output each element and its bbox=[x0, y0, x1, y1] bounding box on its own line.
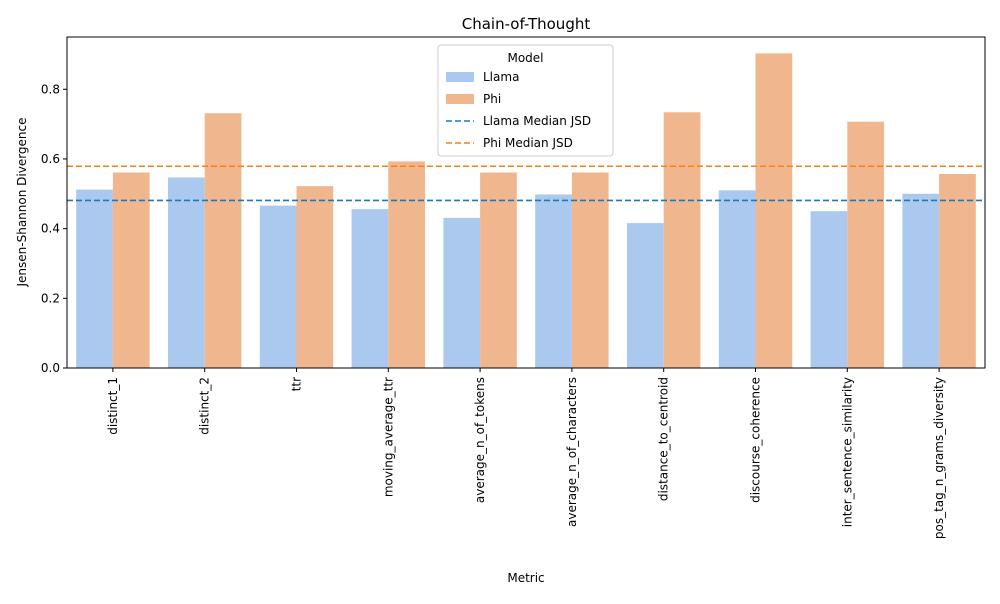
legend-swatch-phi bbox=[446, 94, 474, 104]
legend-swatch-llama bbox=[446, 72, 474, 82]
bar-llama-distinct_2 bbox=[167, 177, 205, 368]
x-tick-label-ttr: ttr bbox=[290, 377, 304, 391]
y-tick-label: 0.6 bbox=[41, 152, 60, 166]
legend-label-median-phi: Phi Median JSD bbox=[483, 136, 573, 150]
x-axis-label: Metric bbox=[507, 571, 544, 585]
bar-llama-moving_average_ttr bbox=[351, 209, 389, 368]
bar-phi-inter_sentence_similarity bbox=[847, 121, 885, 368]
bar-phi-discourse_coherence bbox=[755, 53, 793, 368]
x-tick-label-moving_average_ttr: moving_average_ttr bbox=[381, 377, 395, 497]
bar-llama-distinct_1 bbox=[76, 189, 113, 368]
bar-llama-discourse_coherence bbox=[718, 190, 756, 368]
y-tick-label: 0.0 bbox=[41, 361, 60, 375]
bar-llama-inter_sentence_similarity bbox=[810, 211, 848, 368]
bar-phi-distinct_1 bbox=[112, 172, 150, 368]
bar-phi-distinct_2 bbox=[204, 113, 242, 368]
x-tick-label-average_n_of_characters: average_n_of_characters bbox=[565, 377, 579, 527]
legend-box bbox=[437, 44, 614, 157]
bar-llama-average_n_of_characters bbox=[535, 194, 572, 368]
x-tick-label-distinct_1: distinct_1 bbox=[106, 377, 120, 435]
x-tick-label-distance_to_centroid: distance_to_centroid bbox=[657, 377, 671, 501]
y-axis-label: Jensen-Shannon Divergence bbox=[15, 117, 29, 287]
x-tick-label-pos_tag_n_grams_diversity: pos_tag_n_grams_diversity bbox=[932, 377, 946, 539]
bar-phi-distance_to_centroid bbox=[663, 112, 701, 368]
x-tick-label-average_n_of_tokens: average_n_of_tokens bbox=[473, 377, 487, 503]
chart-legend: Model Llama Phi Llama Median JSD Phi Median … bbox=[437, 44, 614, 157]
plot-frame bbox=[66, 36, 986, 369]
x-tick-label-inter_sentence_similarity: inter_sentence_similarity bbox=[840, 377, 854, 527]
legend-label-median-llama: Llama Median JSD bbox=[483, 114, 591, 128]
y-tick-label: 0.2 bbox=[41, 291, 60, 305]
bar-phi-ttr bbox=[296, 186, 334, 368]
bar-llama-ttr bbox=[259, 205, 297, 368]
chart-title: Chain-of-Thought bbox=[462, 15, 591, 33]
x-tick-label-distinct_2: distinct_2 bbox=[198, 377, 212, 435]
bar-phi-average_n_of_characters bbox=[571, 172, 609, 368]
bar-llama-pos_tag_n_grams_diversity bbox=[902, 193, 940, 368]
bar-llama-average_n_of_tokens bbox=[443, 217, 481, 368]
bar-phi-moving_average_ttr bbox=[388, 161, 426, 368]
bar-phi-pos_tag_n_grams_diversity bbox=[939, 173, 976, 368]
bar-phi-average_n_of_tokens bbox=[480, 172, 517, 368]
legend-label-llama: Llama bbox=[483, 70, 519, 84]
legend-label-phi: Phi bbox=[483, 92, 501, 106]
bar-llama-distance_to_centroid bbox=[626, 223, 664, 368]
x-tick-label-discourse_coherence: discourse_coherence bbox=[749, 377, 763, 503]
legend-title: Model bbox=[507, 51, 543, 65]
y-tick-label: 0.8 bbox=[41, 82, 60, 96]
y-tick-label: 0.4 bbox=[41, 222, 60, 236]
